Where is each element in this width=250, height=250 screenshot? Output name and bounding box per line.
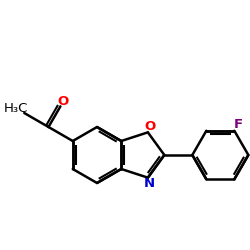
Text: O: O bbox=[58, 95, 69, 108]
Text: H₃C: H₃C bbox=[4, 102, 28, 114]
Text: N: N bbox=[144, 177, 155, 190]
Text: F: F bbox=[233, 118, 242, 131]
Text: O: O bbox=[144, 120, 155, 133]
